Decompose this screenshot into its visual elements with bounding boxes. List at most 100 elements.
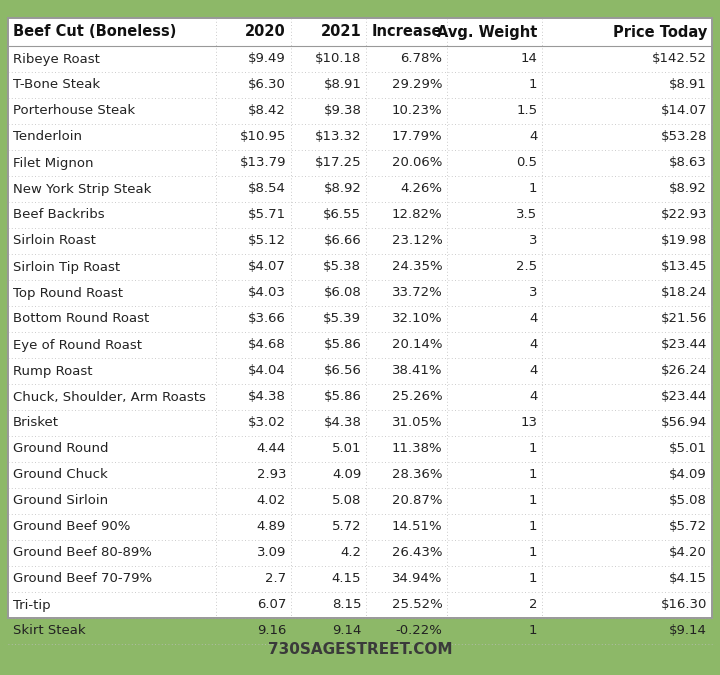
Text: 5.01: 5.01 — [332, 443, 361, 456]
Text: 2.93: 2.93 — [256, 468, 286, 481]
Text: $6.30: $6.30 — [248, 78, 286, 92]
Text: Price Today: Price Today — [613, 24, 707, 40]
Text: 1: 1 — [528, 78, 537, 92]
Text: Top Round Roast: Top Round Roast — [13, 286, 123, 300]
Text: 4.44: 4.44 — [257, 443, 286, 456]
Text: T-Bone Steak: T-Bone Steak — [13, 78, 100, 92]
Text: 25.26%: 25.26% — [392, 391, 442, 404]
Text: Tenderloin: Tenderloin — [13, 130, 82, 144]
Text: $5.38: $5.38 — [323, 261, 361, 273]
Text: $23.44: $23.44 — [661, 391, 707, 404]
Text: $10.95: $10.95 — [240, 130, 286, 144]
Text: $4.20: $4.20 — [669, 547, 707, 560]
Text: $4.09: $4.09 — [670, 468, 707, 481]
Text: Sirloin Roast: Sirloin Roast — [13, 234, 96, 248]
Bar — [8, 18, 712, 618]
Text: $5.86: $5.86 — [323, 338, 361, 352]
Text: $8.91: $8.91 — [323, 78, 361, 92]
Text: 4: 4 — [529, 130, 537, 144]
Text: $26.24: $26.24 — [661, 364, 707, 377]
Text: $6.08: $6.08 — [323, 286, 361, 300]
Text: 33.72%: 33.72% — [392, 286, 442, 300]
Text: 31.05%: 31.05% — [392, 416, 442, 429]
Text: Ground Chuck: Ground Chuck — [13, 468, 108, 481]
Text: Increase: Increase — [372, 24, 442, 40]
Text: 9.16: 9.16 — [256, 624, 286, 637]
Text: Rump Roast: Rump Roast — [13, 364, 92, 377]
Text: $18.24: $18.24 — [661, 286, 707, 300]
Text: $13.79: $13.79 — [240, 157, 286, 169]
Text: $4.07: $4.07 — [248, 261, 286, 273]
Text: $14.07: $14.07 — [661, 105, 707, 117]
Text: $5.08: $5.08 — [669, 495, 707, 508]
Text: $4.68: $4.68 — [248, 338, 286, 352]
Text: Ground Round: Ground Round — [13, 443, 109, 456]
Text: Chuck, Shoulder, Arm Roasts: Chuck, Shoulder, Arm Roasts — [13, 391, 206, 404]
Text: 24.35%: 24.35% — [392, 261, 442, 273]
Text: Avg. Weight: Avg. Weight — [437, 24, 537, 40]
Text: 3.5: 3.5 — [516, 209, 537, 221]
Text: 8.15: 8.15 — [332, 599, 361, 612]
Text: $6.56: $6.56 — [323, 364, 361, 377]
Text: $8.92: $8.92 — [323, 182, 361, 196]
Text: $56.94: $56.94 — [661, 416, 707, 429]
Text: $22.93: $22.93 — [660, 209, 707, 221]
Text: 14.51%: 14.51% — [392, 520, 442, 533]
Text: Ground Beef 80-89%: Ground Beef 80-89% — [13, 547, 152, 560]
Text: $4.04: $4.04 — [248, 364, 286, 377]
Text: $53.28: $53.28 — [660, 130, 707, 144]
Text: 2: 2 — [528, 599, 537, 612]
Text: 29.29%: 29.29% — [392, 78, 442, 92]
Text: 3: 3 — [528, 234, 537, 248]
Text: 3: 3 — [528, 286, 537, 300]
Text: $4.38: $4.38 — [248, 391, 286, 404]
Text: $10.18: $10.18 — [315, 53, 361, 65]
Text: $19.98: $19.98 — [661, 234, 707, 248]
Text: 10.23%: 10.23% — [392, 105, 442, 117]
Text: $8.91: $8.91 — [669, 78, 707, 92]
Text: 1: 1 — [528, 443, 537, 456]
Text: 1: 1 — [528, 624, 537, 637]
Text: Ground Sirloin: Ground Sirloin — [13, 495, 108, 508]
Text: $5.86: $5.86 — [323, 391, 361, 404]
Text: Eye of Round Roast: Eye of Round Roast — [13, 338, 142, 352]
Text: Tri-tip: Tri-tip — [13, 599, 50, 612]
Text: 34.94%: 34.94% — [392, 572, 442, 585]
Text: 4: 4 — [529, 313, 537, 325]
Text: $8.63: $8.63 — [669, 157, 707, 169]
Text: $21.56: $21.56 — [660, 313, 707, 325]
Text: $5.01: $5.01 — [669, 443, 707, 456]
Text: Brisket: Brisket — [13, 416, 59, 429]
Text: 1.5: 1.5 — [516, 105, 537, 117]
Text: 4.15: 4.15 — [332, 572, 361, 585]
Text: $6.55: $6.55 — [323, 209, 361, 221]
Text: 2020: 2020 — [246, 24, 286, 40]
Text: 6.07: 6.07 — [256, 599, 286, 612]
Text: Skirt Steak: Skirt Steak — [13, 624, 86, 637]
Text: 5.72: 5.72 — [332, 520, 361, 533]
Text: $23.44: $23.44 — [661, 338, 707, 352]
Text: Beef Cut (Boneless): Beef Cut (Boneless) — [13, 24, 176, 40]
Text: 11.38%: 11.38% — [392, 443, 442, 456]
Text: Ribeye Roast: Ribeye Roast — [13, 53, 100, 65]
Text: 4.89: 4.89 — [257, 520, 286, 533]
Text: 0.5: 0.5 — [516, 157, 537, 169]
Text: 730SAGESTREET.COM: 730SAGESTREET.COM — [268, 643, 452, 657]
Text: 1: 1 — [528, 572, 537, 585]
Text: 2.5: 2.5 — [516, 261, 537, 273]
Text: 4.2: 4.2 — [341, 547, 361, 560]
Text: $6.66: $6.66 — [323, 234, 361, 248]
Text: 12.82%: 12.82% — [392, 209, 442, 221]
Text: 5.08: 5.08 — [332, 495, 361, 508]
Text: 1: 1 — [528, 520, 537, 533]
Text: 1: 1 — [528, 468, 537, 481]
Text: 4.02: 4.02 — [256, 495, 286, 508]
Bar — [8, 18, 712, 618]
Text: 2021: 2021 — [320, 24, 361, 40]
Text: $16.30: $16.30 — [661, 599, 707, 612]
Text: $4.38: $4.38 — [323, 416, 361, 429]
Text: $9.14: $9.14 — [669, 624, 707, 637]
Text: 25.52%: 25.52% — [392, 599, 442, 612]
Text: 26.43%: 26.43% — [392, 547, 442, 560]
Text: Sirloin Tip Roast: Sirloin Tip Roast — [13, 261, 120, 273]
